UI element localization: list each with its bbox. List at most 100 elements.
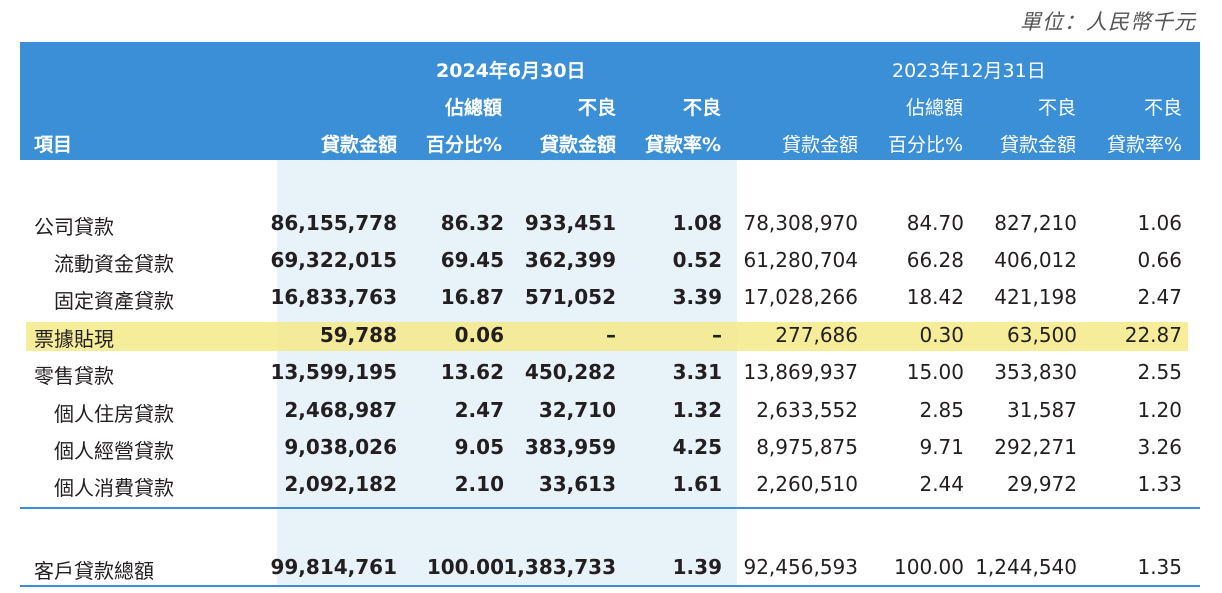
cell: 32,710 xyxy=(538,398,616,422)
cell: 2.85 xyxy=(919,398,964,422)
col-2024-share-line1: 佔總額 xyxy=(444,97,502,119)
cell: 66.28 xyxy=(906,248,964,272)
cell: 61,280,704 xyxy=(743,248,858,272)
col-2024-npl-amount-line1: 不良 xyxy=(577,97,616,119)
row-highlight xyxy=(26,322,1188,351)
cell: 1.39 xyxy=(672,555,722,579)
cell: 78,308,970 xyxy=(743,211,858,235)
cell: 827,210 xyxy=(994,211,1077,235)
cell: 59,788 xyxy=(319,323,397,347)
cell: 8,975,875 xyxy=(756,435,858,459)
row-label: 票據貼現 xyxy=(34,327,114,351)
cell: 3.39 xyxy=(672,285,722,309)
cell: 69,322,015 xyxy=(270,248,397,272)
col-2023-share-line1: 佔總額 xyxy=(905,97,963,119)
row-label: 個人經營貸款 xyxy=(54,439,174,463)
cell: 2.47 xyxy=(454,398,504,422)
col-2023-npl-ratio-line2: 貸款率% xyxy=(1106,134,1182,156)
table-row: 個人住房貸款 2,468,987 2.47 32,710 1.32 2,633,… xyxy=(0,393,1222,430)
cell: 1,244,540 xyxy=(975,555,1077,579)
cell: 9.71 xyxy=(919,435,964,459)
cell: 16.87 xyxy=(440,285,504,309)
cell: 3.31 xyxy=(672,360,722,384)
row-label: 公司貸款 xyxy=(34,215,114,239)
item-heading: 項目 xyxy=(34,134,73,156)
cell: – xyxy=(712,323,722,347)
col-2024-amount-line2: 貸款金額 xyxy=(320,134,397,156)
cell: 0.66 xyxy=(1137,248,1182,272)
table-row: 個人消費貸款 2,092,182 2.10 33,613 1.61 2,260,… xyxy=(0,467,1222,504)
col-2024-npl-ratio-line1: 不良 xyxy=(682,97,721,119)
cell: 100.00 xyxy=(894,555,964,579)
cell: 1,383,733 xyxy=(503,555,616,579)
cell: 2,468,987 xyxy=(284,398,397,422)
cell: 63,500 xyxy=(1007,323,1077,347)
cell: 22.87 xyxy=(1124,323,1182,347)
cell: 4.25 xyxy=(672,435,722,459)
bottom-rule xyxy=(20,585,1200,587)
cell: 16,833,763 xyxy=(270,285,397,309)
cell: 13,599,195 xyxy=(270,360,397,384)
cell: 31,587 xyxy=(1007,398,1077,422)
cell: 406,012 xyxy=(994,248,1077,272)
cell: 84.70 xyxy=(906,211,964,235)
divider xyxy=(20,507,1200,509)
cell: 18.42 xyxy=(906,285,964,309)
cell: 1.20 xyxy=(1137,398,1182,422)
period-2023-heading: 2023年12月31日 xyxy=(892,60,1046,82)
row-label: 個人住房貸款 xyxy=(54,402,174,426)
row-label: 流動資金貸款 xyxy=(54,252,174,276)
row-label: 固定資產貸款 xyxy=(54,289,174,313)
col-2023-npl-ratio-line1: 不良 xyxy=(1143,97,1182,119)
cell: 1.06 xyxy=(1137,211,1182,235)
period-2024-heading: 2024年6月30日 xyxy=(436,60,586,82)
table-row: 個人經營貸款 9,038,026 9.05 383,959 4.25 8,975… xyxy=(0,430,1222,467)
cell: 0.30 xyxy=(919,323,964,347)
cell: 2,092,182 xyxy=(284,472,397,496)
cell: 450,282 xyxy=(524,360,616,384)
cell: 17,028,266 xyxy=(743,285,858,309)
row-label: 零售貸款 xyxy=(34,364,114,388)
cell: 421,198 xyxy=(994,285,1077,309)
cell: 383,959 xyxy=(524,435,616,459)
cell: 2,260,510 xyxy=(756,472,858,496)
cell: 13.62 xyxy=(440,360,504,384)
cell: 0.06 xyxy=(454,323,504,347)
cell: 92,456,593 xyxy=(743,555,858,579)
cell: 353,830 xyxy=(994,360,1077,384)
cell: 1.32 xyxy=(672,398,722,422)
cell: 0.52 xyxy=(672,248,722,272)
cell: 100.00 xyxy=(426,555,504,579)
col-2024-share-line2: 百分比% xyxy=(425,134,502,156)
col-2024-npl-ratio-line2: 貸款率% xyxy=(644,134,721,156)
cell: 1.33 xyxy=(1137,472,1182,496)
table-header: 2024年6月30日 2023年12月31日 項目 貸款金額 佔總額 百分比% … xyxy=(20,42,1200,160)
cell: 33,613 xyxy=(538,472,616,496)
col-2024-npl-amount-line2: 貸款金額 xyxy=(539,134,616,156)
cell: 2.47 xyxy=(1137,285,1182,309)
table-row-highlighted: 票據貼現 59,788 0.06 – – 277,686 0.30 63,500… xyxy=(0,318,1222,355)
table-row: 固定資產貸款 16,833,763 16.87 571,052 3.39 17,… xyxy=(0,280,1222,317)
cell: 9,038,026 xyxy=(284,435,397,459)
cell: – xyxy=(606,323,616,347)
cell: 1.61 xyxy=(672,472,722,496)
cell: 277,686 xyxy=(775,323,858,347)
col-2023-npl-amount-line2: 貸款金額 xyxy=(999,134,1076,156)
cell: 1.35 xyxy=(1137,555,1182,579)
cell: 362,399 xyxy=(524,248,616,272)
row-label: 個人消費貸款 xyxy=(54,476,174,500)
table-row: 零售貸款 13,599,195 13.62 450,282 3.31 13,86… xyxy=(0,355,1222,392)
cell: 29,972 xyxy=(1007,472,1077,496)
cell: 13,869,937 xyxy=(743,360,858,384)
col-2023-npl-amount-line1: 不良 xyxy=(1037,97,1076,119)
cell: 2.44 xyxy=(919,472,964,496)
cell: 3.26 xyxy=(1137,435,1182,459)
cell: 99,814,761 xyxy=(270,555,397,579)
total-row: 客戶貸款總額 99,814,761 100.00 1,383,733 1.39 … xyxy=(0,550,1222,587)
col-2023-amount-line2: 貸款金額 xyxy=(781,134,858,156)
cell: 2.10 xyxy=(454,472,504,496)
table-row: 公司貸款 86,155,778 86.32 933,451 1.08 78,30… xyxy=(0,206,1222,243)
cell: 86,155,778 xyxy=(270,211,397,235)
table-row: 流動資金貸款 69,322,015 69.45 362,399 0.52 61,… xyxy=(0,243,1222,280)
cell: 2,633,552 xyxy=(756,398,858,422)
